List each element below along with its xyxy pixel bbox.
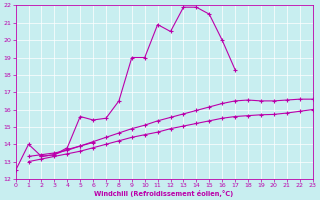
X-axis label: Windchill (Refroidissement éolien,°C): Windchill (Refroidissement éolien,°C): [94, 190, 234, 197]
